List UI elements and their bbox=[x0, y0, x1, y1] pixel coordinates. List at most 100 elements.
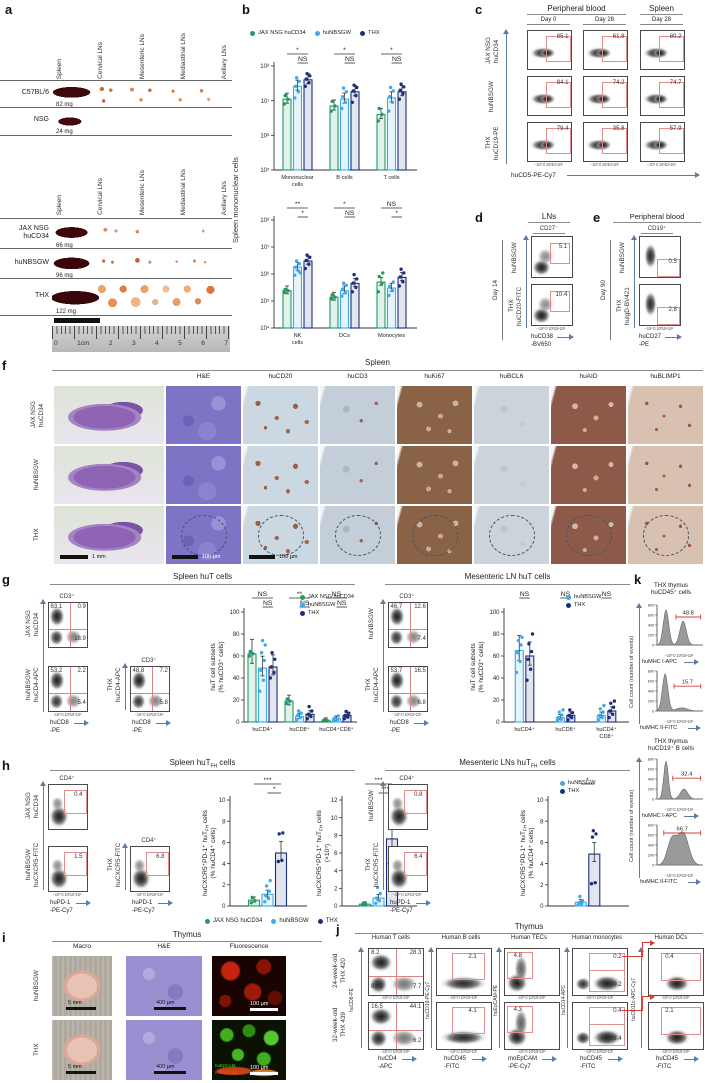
list-item: JAX NSG bbox=[29, 401, 37, 429]
svg-text:DCs: DCs bbox=[339, 333, 350, 339]
y-axis-arrow-icon bbox=[638, 947, 645, 1048]
svg-text:48.8: 48.8 bbox=[683, 611, 694, 617]
gate-box bbox=[146, 852, 169, 877]
gate-connector-arrow-icon bbox=[650, 940, 655, 946]
g-x-axis-label: huCD8 bbox=[390, 720, 409, 726]
x-tick-labels: −10³ 0 10³10⁴10⁵ bbox=[52, 712, 82, 717]
scale-bar bbox=[249, 555, 275, 559]
panel-b-label: b bbox=[242, 2, 250, 17]
photo-row: THX 122 mg bbox=[0, 278, 232, 316]
quadrant-line bbox=[389, 628, 427, 630]
y-axis-arrow-icon bbox=[122, 843, 129, 890]
list-item: 4 bbox=[155, 340, 159, 347]
gate-box bbox=[660, 1006, 701, 1036]
f-col-label: huBCL6 bbox=[499, 373, 524, 380]
svg-text:*: * bbox=[301, 210, 304, 217]
svg-text:NS: NS bbox=[387, 201, 397, 208]
g-right-title: Mesenteric LN huT cells bbox=[464, 572, 551, 581]
density-contour bbox=[652, 94, 668, 104]
y-axis-arrow-icon bbox=[380, 781, 387, 890]
histology-image-huki67 bbox=[397, 446, 472, 504]
density-contour bbox=[664, 974, 691, 993]
flow-plot: 10.4 bbox=[531, 284, 573, 326]
svg-text:NS: NS bbox=[345, 210, 355, 217]
gate-box bbox=[601, 81, 627, 108]
legend-dot-icon bbox=[317, 918, 323, 924]
histology-image-huaid bbox=[551, 386, 626, 444]
density-contour bbox=[389, 628, 405, 647]
gate-box bbox=[64, 790, 87, 815]
j-col-label: Human monocytes bbox=[571, 935, 623, 941]
svg-text:200: 200 bbox=[648, 854, 654, 858]
legend-dot-icon bbox=[360, 30, 366, 36]
gate-box bbox=[658, 127, 684, 154]
svg-text:600: 600 bbox=[648, 680, 654, 684]
gate-box bbox=[589, 1006, 625, 1026]
gate-percentage: 7.4 bbox=[417, 636, 426, 643]
gate-percentage: 6.4 bbox=[414, 854, 423, 861]
density-contour bbox=[404, 629, 423, 646]
svg-text:4: 4 bbox=[334, 869, 338, 875]
svg-text:2: 2 bbox=[222, 883, 226, 889]
germinal-center-outline bbox=[335, 515, 381, 556]
flow-plot: 4.1 bbox=[436, 1002, 492, 1050]
gate-percentage: 4.1 bbox=[468, 1008, 477, 1015]
j-x-axis-label: huCD45 bbox=[580, 1056, 603, 1062]
h-x-axis-label: huPD-1 bbox=[132, 900, 153, 906]
svg-text:huCD4⁺: huCD4⁺ bbox=[252, 726, 272, 733]
legend-item: huNBSGW bbox=[271, 918, 309, 924]
svg-text:80: 80 bbox=[493, 632, 500, 638]
germinal-center-outline bbox=[566, 515, 612, 556]
thymus-he-image: 400 µm bbox=[126, 956, 202, 1016]
x-tick-labels: −10³ 0 10³10⁴10⁵ bbox=[448, 995, 478, 1000]
svg-text:10⁷: 10⁷ bbox=[261, 98, 270, 105]
x-tick-labels: −10³ 0 10³10⁴10⁵ bbox=[380, 995, 410, 1000]
gate-percentage: 69.2 bbox=[609, 982, 622, 989]
svg-text:10⁶: 10⁶ bbox=[260, 133, 270, 140]
y-axis-arrow-icon bbox=[564, 947, 571, 1048]
flow-plot: 74.2 bbox=[583, 76, 628, 116]
density-contour bbox=[664, 1028, 691, 1047]
svg-text:(% huCD3⁺ cells): (% huCD3⁺ cells) bbox=[478, 641, 485, 692]
panel-a-label: a bbox=[5, 2, 13, 17]
flow-plot: 0.8 bbox=[388, 784, 428, 830]
svg-text:10: 10 bbox=[219, 798, 226, 804]
list-item: 24-week-old bbox=[331, 953, 339, 989]
x-tick-labels: −10³ 0 10³10⁴10⁵ bbox=[516, 995, 546, 1000]
mhc2-cd19-histogram: 0 200 400 600 800 66.7 bbox=[644, 822, 704, 877]
density-contour bbox=[369, 1028, 389, 1049]
germinal-center-outline bbox=[181, 515, 227, 556]
histology-image-he-macro: 1 mm bbox=[54, 506, 164, 564]
j-x-axis-label: huCD4 bbox=[378, 1056, 397, 1062]
y-axis-arrow-icon bbox=[428, 947, 435, 1048]
density-contour bbox=[49, 867, 69, 891]
list-item: huCD4-APC bbox=[114, 667, 122, 703]
list-item: huCD34 bbox=[32, 612, 40, 636]
flow-plot: 0.4 bbox=[648, 948, 704, 996]
svg-text:NS: NS bbox=[520, 591, 530, 598]
d-x-axis-label2: -BV650 bbox=[531, 342, 552, 348]
x-tick-labels: −10³ 0 10³10⁴10⁵ bbox=[392, 712, 422, 717]
c-x-axis-label: huCD5-PE-Cy7 bbox=[511, 172, 556, 179]
list-item: huNBSGW bbox=[33, 459, 40, 491]
thymus-fluorescence-image: 100 µm bbox=[212, 956, 286, 1016]
list-item: huNBSGW bbox=[368, 790, 375, 822]
flow-plot: 2.1 bbox=[648, 1002, 704, 1050]
svg-text:200: 200 bbox=[648, 634, 654, 638]
svg-text:6: 6 bbox=[540, 841, 544, 847]
mhc1-cd45-histogram: 0 200 400 600 800 48.8 bbox=[644, 602, 704, 657]
gate-percentage: 5.8 bbox=[159, 700, 168, 707]
gate-percentage: 53.7 bbox=[390, 667, 403, 674]
photo-row: C57BL/6 82 mg bbox=[0, 80, 232, 108]
density-contour bbox=[644, 290, 657, 317]
legend-dot-icon bbox=[271, 918, 277, 924]
svg-text:400: 400 bbox=[648, 778, 654, 782]
y-axis-arrow-icon bbox=[122, 663, 129, 710]
svg-text:200: 200 bbox=[648, 700, 654, 704]
panel-k-label: k bbox=[634, 572, 642, 587]
d-day-bracket bbox=[502, 240, 503, 340]
svg-text:NS: NS bbox=[337, 600, 347, 607]
thymus-he-image: 400 µm bbox=[126, 1020, 202, 1080]
d-day-label: Day 14 bbox=[492, 280, 499, 300]
x-tick-labels: −10³ 0 10³10⁴10⁵ bbox=[644, 326, 674, 331]
